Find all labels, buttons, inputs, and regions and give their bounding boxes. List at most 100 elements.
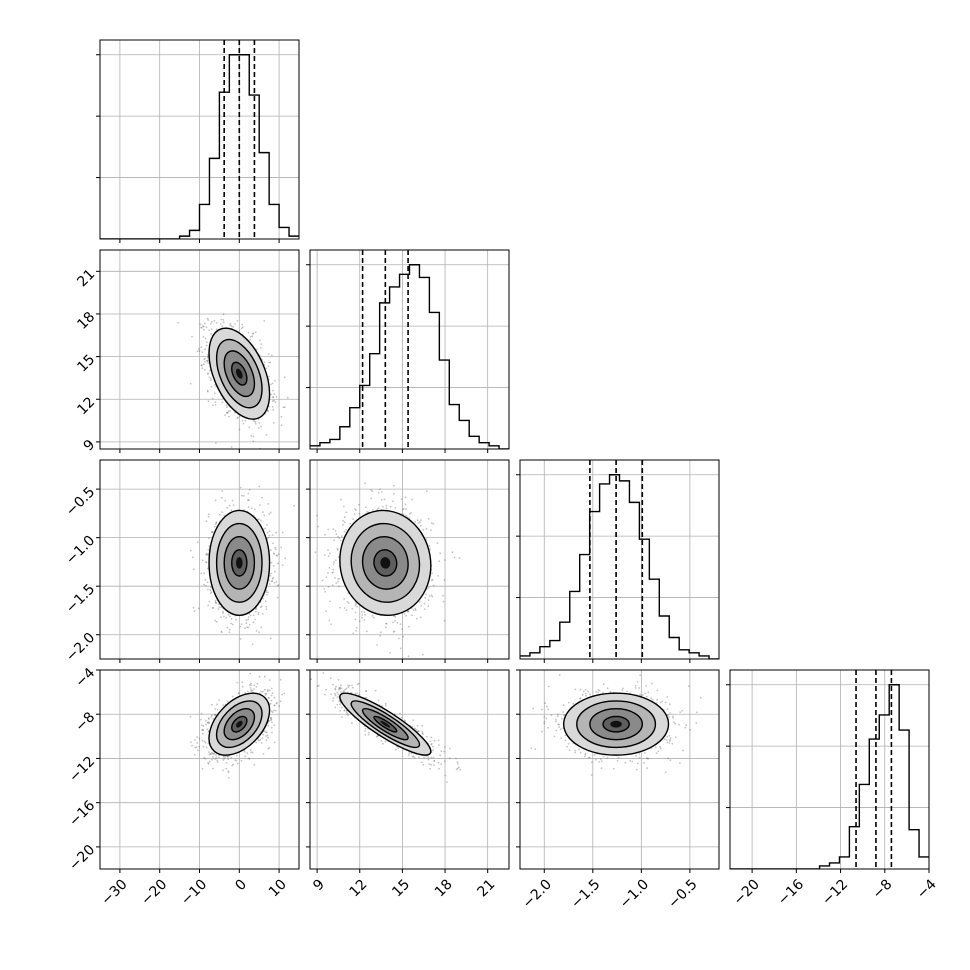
sample-point bbox=[659, 747, 662, 750]
sample-point bbox=[428, 763, 431, 766]
sample-point bbox=[240, 327, 243, 330]
sample-point bbox=[616, 760, 619, 762]
sample-point bbox=[224, 499, 227, 502]
sample-point bbox=[432, 749, 434, 752]
sample-point bbox=[247, 499, 250, 502]
sample-point bbox=[215, 322, 218, 324]
sample-point bbox=[600, 760, 603, 763]
sample-point bbox=[221, 511, 224, 514]
y-tick-label: −20 bbox=[66, 842, 98, 874]
sample-point bbox=[681, 709, 683, 712]
sample-point bbox=[410, 752, 413, 755]
sample-point bbox=[219, 323, 222, 325]
sample-point bbox=[273, 422, 275, 424]
sample-point bbox=[200, 724, 203, 726]
sample-point bbox=[231, 764, 234, 767]
sample-point bbox=[205, 552, 208, 555]
sample-point bbox=[379, 631, 382, 634]
sample-point bbox=[455, 768, 458, 771]
sample-point bbox=[666, 741, 669, 744]
sample-point bbox=[563, 714, 565, 717]
sample-point bbox=[389, 652, 391, 654]
sample-point bbox=[222, 313, 225, 316]
sample-point bbox=[205, 344, 208, 347]
sample-point bbox=[265, 589, 268, 592]
sample-point bbox=[328, 619, 331, 622]
sample-point bbox=[402, 508, 404, 511]
sample-point bbox=[579, 697, 582, 700]
sample-point bbox=[212, 756, 214, 758]
sample-point bbox=[650, 682, 653, 685]
sample-point bbox=[400, 498, 403, 500]
sample-point bbox=[578, 748, 581, 751]
sample-point bbox=[275, 554, 278, 557]
sample-point bbox=[395, 748, 397, 751]
sample-point bbox=[425, 755, 428, 758]
sample-point bbox=[203, 369, 206, 371]
sample-point bbox=[246, 626, 249, 629]
sample-point bbox=[258, 422, 261, 424]
sample-point bbox=[416, 725, 419, 727]
sample-point bbox=[267, 690, 269, 693]
sample-point bbox=[420, 604, 423, 607]
sample-point bbox=[337, 578, 339, 580]
sample-point bbox=[196, 541, 199, 543]
sample-point bbox=[252, 332, 255, 335]
sample-point bbox=[385, 507, 388, 510]
sample-point bbox=[534, 748, 537, 750]
sample-point bbox=[327, 585, 330, 588]
sample-point bbox=[270, 726, 273, 729]
sample-point bbox=[207, 372, 210, 375]
sample-point bbox=[206, 373, 209, 375]
panel-content bbox=[310, 670, 509, 869]
sample-point bbox=[330, 693, 332, 696]
panel-frame bbox=[729, 669, 930, 870]
sample-point bbox=[189, 382, 192, 385]
sample-point bbox=[419, 521, 421, 524]
sample-point bbox=[403, 613, 406, 615]
sample-point bbox=[358, 512, 361, 515]
sample-point bbox=[216, 703, 219, 706]
sample-point bbox=[200, 572, 203, 575]
sample-point bbox=[417, 730, 420, 733]
sample-point bbox=[230, 509, 233, 512]
sample-point bbox=[271, 354, 273, 357]
sample-point bbox=[338, 577, 341, 580]
sample-point bbox=[225, 616, 228, 619]
sample-point bbox=[221, 496, 223, 499]
sample-point bbox=[606, 757, 609, 759]
sample-point bbox=[385, 504, 388, 507]
sample-point bbox=[456, 761, 459, 764]
sample-point bbox=[277, 562, 279, 565]
sample-point bbox=[365, 696, 368, 699]
sample-point bbox=[267, 536, 270, 539]
sample-point bbox=[443, 750, 445, 753]
sample-point bbox=[201, 327, 203, 329]
sample-point bbox=[361, 614, 364, 616]
sample-point bbox=[281, 693, 283, 696]
hist-panel-2 bbox=[516, 459, 720, 663]
sample-point bbox=[218, 606, 221, 608]
sample-point bbox=[402, 635, 405, 638]
sample-point bbox=[207, 362, 210, 364]
sample-point bbox=[423, 608, 426, 610]
sample-point bbox=[268, 375, 270, 378]
sample-point bbox=[189, 549, 192, 552]
sample-point bbox=[458, 557, 461, 559]
sample-point bbox=[342, 519, 344, 522]
sample-point bbox=[581, 693, 584, 696]
sample-point bbox=[448, 757, 451, 760]
sample-point bbox=[268, 534, 271, 537]
sample-point bbox=[203, 740, 206, 743]
sample-point bbox=[214, 384, 216, 386]
sample-point bbox=[399, 712, 401, 715]
sample-point bbox=[221, 325, 224, 327]
sample-point bbox=[598, 689, 601, 692]
sample-point bbox=[193, 753, 196, 756]
sample-point bbox=[325, 688, 327, 691]
sample-point bbox=[424, 596, 427, 599]
sample-point bbox=[597, 691, 599, 694]
sample-point bbox=[215, 442, 217, 444]
sample-point bbox=[367, 733, 370, 736]
sample-point bbox=[211, 752, 214, 755]
